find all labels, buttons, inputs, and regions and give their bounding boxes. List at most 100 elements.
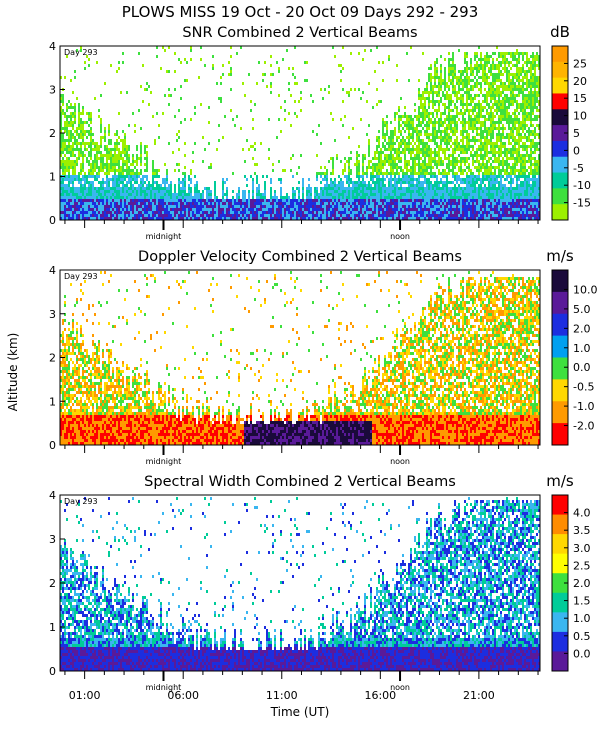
- colorbar-swatch: [552, 379, 568, 402]
- colorbar-label: 5: [573, 127, 580, 140]
- colorbar-swatch: [552, 357, 568, 380]
- colorbar-swatch: [552, 612, 568, 633]
- colorbar-label: -2.0: [573, 420, 594, 433]
- colorbar-swatch: [552, 109, 568, 126]
- colorbar-swatch: [552, 172, 568, 189]
- colorbar-label: 15: [573, 92, 587, 105]
- colorbar-swatch: [552, 188, 568, 205]
- colorbar-label: 0.0: [573, 647, 591, 660]
- x-tick-label: 01:00: [69, 689, 101, 702]
- colorbar-swatch: [552, 125, 568, 142]
- colorbar-swatch: [552, 46, 568, 63]
- y-tick-label: 1: [49, 395, 56, 408]
- colorbar-swatch: [552, 514, 568, 535]
- figure-title: PLOWS MISS 19 Oct - 20 Oct 09 Days 292 -…: [122, 3, 479, 21]
- colorbar-swatch: [552, 651, 568, 672]
- x-axis-label: Time (UT): [270, 705, 330, 719]
- panels: SNR Combined 2 Vertical Beams 0 1 2 3 4 midnig…: [49, 23, 598, 692]
- colorbar-unit: m/s: [546, 247, 574, 265]
- colorbar-swatch: [552, 140, 568, 158]
- x-tick-labels: 01:00 06:00 11:00 16:00 21:00: [69, 689, 495, 702]
- data-field: [60, 497, 540, 671]
- colorbar-label: 4.0: [573, 507, 591, 520]
- colorbar-swatch: [552, 573, 568, 594]
- panel-3: Spectral Width Combined 2 Vertical Beams…: [49, 472, 591, 692]
- y-tick-label: 2: [49, 577, 56, 590]
- y-tick-label: 4: [49, 40, 56, 53]
- colorbar-swatch: [552, 423, 568, 446]
- panel-title: SNR Combined 2 Vertical Beams: [182, 25, 417, 41]
- x-tick-label: 16:00: [364, 689, 396, 702]
- colorbar-label: 0.0: [573, 361, 591, 374]
- colorbar-swatch: [552, 553, 568, 574]
- y-tick-label: 4: [49, 489, 56, 502]
- colorbar-label: 2.0: [573, 322, 591, 335]
- colorbar-swatch: [552, 291, 568, 315]
- colorbar-label: 0.5: [573, 630, 591, 643]
- x-tick-label: 06:00: [167, 689, 199, 702]
- midnight-label: midnight: [146, 457, 182, 466]
- colorbar-label: -0.5: [573, 381, 594, 394]
- colorbar-swatch: [552, 61, 568, 79]
- data-field: [60, 271, 540, 445]
- day-label: Day 293: [64, 48, 98, 57]
- colorbar-label: 0: [573, 144, 580, 157]
- colorbar-swatch: [552, 93, 568, 110]
- colorbar-label: 5.0: [573, 303, 591, 316]
- colorbar-label: 10: [573, 110, 587, 123]
- x-tick-label: 11:00: [266, 689, 298, 702]
- y-tick-label: 2: [49, 352, 56, 365]
- y-tick-label: 3: [49, 84, 56, 97]
- colorbar-swatch: [552, 631, 568, 652]
- y-tick-label: 1: [49, 171, 56, 184]
- y-tick-label: 0: [49, 439, 56, 452]
- colorbar-frame: [551, 269, 569, 446]
- panel-title: Doppler Velocity Combined 2 Vertical Bea…: [138, 249, 462, 265]
- colorbar-label: 1.0: [573, 342, 591, 355]
- colorbar-label: 25: [573, 57, 587, 70]
- noon-label: noon: [390, 457, 410, 466]
- colorbar-label: 1.5: [573, 595, 591, 608]
- x-tick-label: 21:00: [463, 689, 495, 702]
- day-label: Day 293: [64, 272, 98, 281]
- y-axis-label: Altitude (km): [6, 333, 20, 412]
- colorbar-label: 1.0: [573, 612, 591, 625]
- colorbar-label: -15: [573, 197, 591, 210]
- colorbar-swatch: [552, 204, 568, 221]
- colorbar-label: 2.0: [573, 577, 591, 590]
- y-tick-label: 0: [49, 665, 56, 678]
- y-tick-label: 3: [49, 533, 56, 546]
- y-tick-label: 1: [49, 621, 56, 634]
- colorbar-swatch: [552, 270, 568, 293]
- colorbar-label: 10.0: [573, 283, 598, 296]
- midnight-label: midnight: [146, 232, 182, 241]
- panel-1: SNR Combined 2 Vertical Beams 0 1 2 3 4 midnig…: [49, 23, 591, 241]
- midnight-label: midnight: [146, 683, 182, 692]
- colorbar-label: -10: [573, 179, 591, 192]
- noon-label: noon: [390, 232, 410, 241]
- data-field: [60, 46, 540, 220]
- colorbar-label: -1.0: [573, 400, 594, 413]
- colorbar-swatch: [552, 495, 568, 516]
- colorbar-unit: dB: [550, 23, 570, 41]
- colorbar-swatch: [552, 592, 568, 613]
- colorbar-swatch: [552, 156, 568, 174]
- colorbar-label: 3.5: [573, 524, 591, 537]
- colorbar-unit: m/s: [546, 472, 574, 490]
- colorbar-label: 3.0: [573, 542, 591, 555]
- y-tick-label: 0: [49, 214, 56, 227]
- noon-label: noon: [390, 683, 410, 692]
- y-tick-label: 2: [49, 127, 56, 140]
- colorbar-swatch: [552, 335, 568, 358]
- panel-title: Spectral Width Combined 2 Vertical Beams: [144, 474, 456, 490]
- colorbar-swatch: [552, 401, 568, 424]
- panel-2: Doppler Velocity Combined 2 Vertical Bea…: [49, 247, 598, 466]
- colorbar-label: -5: [573, 162, 584, 175]
- colorbar-swatch: [552, 77, 568, 94]
- colorbar-label: 2.5: [573, 559, 591, 572]
- y-tick-label: 4: [49, 264, 56, 277]
- colorbar-swatch: [552, 534, 568, 555]
- colorbar-label: 20: [573, 75, 587, 88]
- colorbar-swatch: [552, 313, 568, 337]
